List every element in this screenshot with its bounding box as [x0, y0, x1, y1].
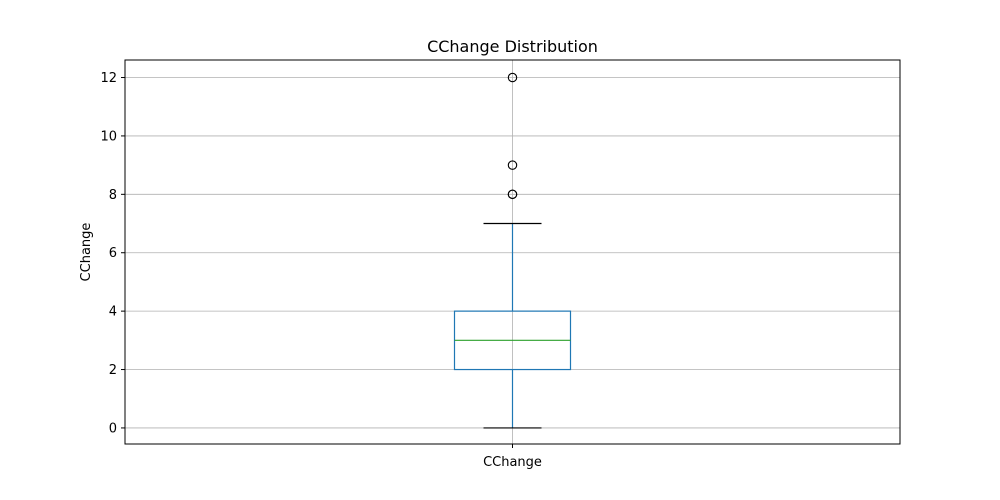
y-tick-label: 12	[100, 71, 117, 86]
outlier-point	[507, 160, 518, 170]
y-tick-label: 4	[109, 305, 117, 320]
chart-title: CChange Distribution	[427, 37, 598, 56]
y-tick-label: 2	[109, 363, 117, 378]
y-axis-ticks: 0 2 4 6 8 10 12	[100, 71, 125, 436]
y-tick-label: 0	[109, 421, 117, 436]
y-tick-label: 8	[109, 188, 117, 203]
y-tick-label: 6	[109, 246, 117, 261]
x-tick-label: CChange	[483, 455, 542, 470]
y-tick-label: 10	[100, 129, 117, 144]
outlier-point	[507, 72, 518, 83]
y-axis-label: CChange	[79, 223, 94, 282]
outlier-point	[507, 189, 518, 200]
plot-area	[453, 72, 572, 429]
x-axis-ticks: CChange	[483, 444, 542, 470]
